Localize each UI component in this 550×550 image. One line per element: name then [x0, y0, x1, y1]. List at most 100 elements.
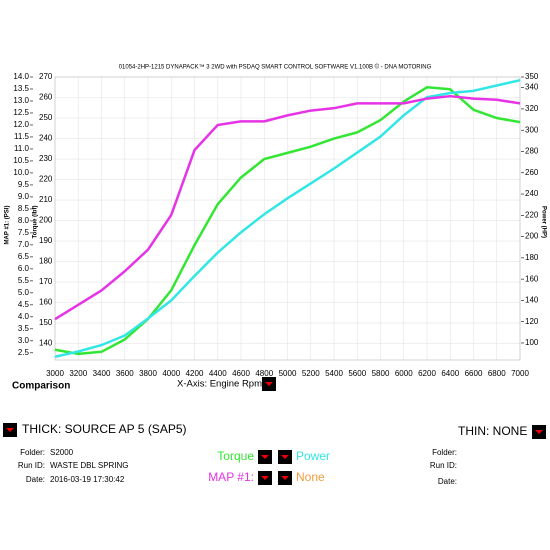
y-tick-label: 210: [39, 195, 53, 204]
x-tick-label: 5200: [302, 369, 320, 378]
y-axis-title: Torque (lbf): [33, 206, 39, 239]
y-tick-label: 270: [39, 72, 53, 81]
date-value: 2016-03-19 17:30:42: [50, 475, 125, 484]
y2-tick-label: 220: [525, 210, 539, 219]
y3-tick-label: 5.0: [18, 288, 30, 297]
x-tick-label: 6400: [441, 369, 459, 378]
y3-tick-label: 10.5: [13, 156, 29, 165]
dropdown-icon[interactable]: [262, 377, 276, 391]
y3-tick-label: 3.5: [18, 324, 30, 333]
y3-tick-label: 4.0: [18, 312, 30, 321]
y-tick-label: 160: [39, 298, 53, 307]
comparison-label: Comparison: [12, 381, 70, 392]
y3-tick-label: 11.0: [14, 144, 30, 153]
y3-tick-label: 6.0: [18, 264, 30, 273]
y2-tick-label: 340: [525, 83, 539, 92]
y-tick-label: 200: [39, 216, 53, 225]
x-tick-label: 5000: [279, 369, 297, 378]
run-label: Run ID:: [18, 461, 45, 470]
folder-value: S2000: [50, 448, 74, 457]
x-tick-label: 3200: [69, 369, 87, 378]
y-tick-label: 250: [39, 113, 53, 122]
y3-tick-label: 12.0: [13, 120, 29, 129]
dropdown-icon[interactable]: [278, 471, 292, 485]
y-tick-label: 240: [39, 134, 53, 143]
y-tick-label: 260: [39, 93, 53, 102]
y2-tick-label: 200: [525, 232, 539, 241]
folder-label: Folder:: [432, 448, 457, 457]
legend-label: Torque: [217, 449, 254, 463]
y2-tick-label: 100: [525, 338, 539, 347]
x-tick-label: 4600: [232, 369, 250, 378]
y3-tick-label: 2.5: [18, 348, 30, 357]
run-label: Run ID:: [430, 461, 457, 470]
y-tick-label: 190: [39, 236, 53, 245]
x-tick-label: 3600: [116, 369, 134, 378]
x-tick-label: 3000: [46, 369, 64, 378]
y3-tick-label: 3.0: [18, 336, 30, 345]
x-tick-label: 4400: [209, 369, 227, 378]
y2-tick-label: 260: [525, 168, 539, 177]
y3-tick-label: 13.5: [13, 84, 29, 93]
dropdown-icon[interactable]: [3, 423, 17, 437]
x-tick-label: 4200: [186, 369, 204, 378]
dropdown-icon[interactable]: [258, 450, 272, 464]
x-tick-label: 4000: [162, 369, 180, 378]
y-tick-label: 180: [39, 257, 53, 266]
y3-tick-label: 11.5: [14, 132, 30, 141]
x-tick-label: 6000: [395, 369, 413, 378]
plot-frame: [54, 76, 521, 361]
y2-tick-label: 240: [525, 189, 539, 198]
y3-tick-label: 5.5: [18, 276, 30, 285]
y3-tick-label: 4.5: [18, 300, 30, 309]
y2-tick-label: 160: [525, 274, 539, 283]
y3-tick-label: 6.5: [18, 252, 30, 261]
thin-source: THIN: NONE: [458, 424, 527, 438]
y-tick-label: 230: [39, 154, 53, 163]
y-tick-label: 220: [39, 175, 53, 184]
y2-tick-label: 350: [525, 72, 539, 81]
y3-tick-label: 12.5: [13, 108, 29, 117]
dropdown-icon[interactable]: [258, 471, 272, 485]
date-label: Date:: [26, 475, 45, 484]
x-tick-label: 3800: [139, 369, 157, 378]
series-line: [54, 86, 521, 356]
series-line: [54, 94, 521, 321]
y2-tick-label: 120: [525, 317, 539, 326]
y-tick-label: 170: [39, 277, 53, 286]
x-tick-label: 6600: [465, 369, 483, 378]
y3-tick-label: 14.0: [13, 72, 29, 81]
y3-tick-label: 13.0: [13, 96, 29, 105]
y3-tick-label: 7.0: [18, 240, 30, 249]
series-line: [54, 78, 521, 359]
x-tick-label: 3400: [93, 369, 111, 378]
y2-tick-label: 140: [525, 296, 539, 305]
legend-label: Power: [296, 449, 330, 463]
y-tick-label: 150: [39, 318, 53, 327]
y3-tick-label: 8.5: [18, 204, 30, 213]
legend-label: MAP #1:: [208, 470, 254, 484]
x-tick-label: 5600: [348, 369, 366, 378]
x-tick-label: 7000: [511, 369, 529, 378]
dropdown-icon[interactable]: [532, 425, 546, 439]
x-axis-title: X-Axis: Engine Rpm: [177, 379, 262, 390]
run-value: WASTE DBL SPRING: [50, 461, 129, 470]
chart-title: 01054-2HP-1215 DYNAPACK™ 3 2WD with PSDA…: [119, 64, 432, 71]
y2-tick-label: 180: [525, 253, 539, 262]
y3-tick-label: 9.0: [18, 192, 30, 201]
y3-tick-label: 7.5: [18, 228, 30, 237]
y2-tick-label: 300: [525, 125, 539, 134]
y3-tick-label: 10.0: [13, 168, 29, 177]
legend-label: None: [296, 470, 325, 484]
date-label: Date:: [438, 477, 457, 486]
y2-tick-label: 320: [525, 104, 539, 113]
y3-axis-title: MAP #1: (PSI): [5, 206, 11, 245]
y2-axis-title: Power (HP): [540, 206, 546, 238]
x-tick-label: 6800: [488, 369, 506, 378]
y2-tick-label: 280: [525, 147, 539, 156]
dropdown-icon[interactable]: [278, 450, 292, 464]
y3-tick-label: 9.5: [18, 180, 30, 189]
y3-tick-label: 8.0: [18, 216, 30, 225]
y-tick-label: 140: [39, 339, 53, 348]
folder-label: Folder:: [20, 448, 45, 457]
